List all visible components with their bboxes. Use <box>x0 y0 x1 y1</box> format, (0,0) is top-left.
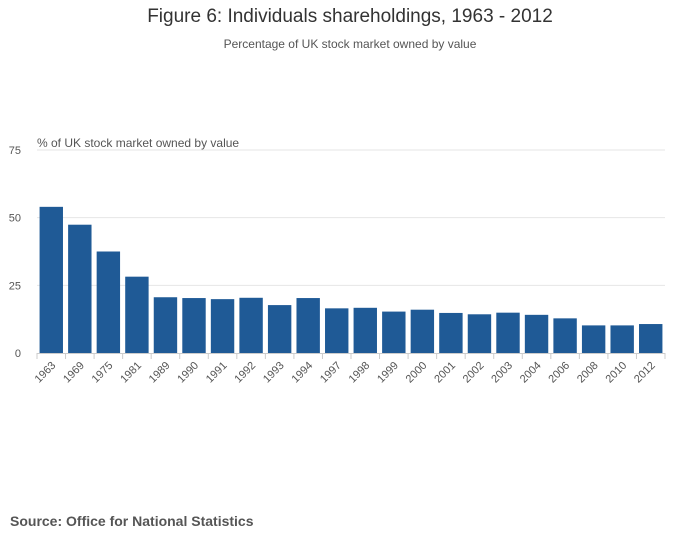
x-tick-label: 2008 <box>575 360 601 386</box>
x-tick-label: 2002 <box>461 360 487 386</box>
bar-1981[interactable] <box>125 276 149 353</box>
bar-1975[interactable] <box>96 251 121 354</box>
bar-1997[interactable] <box>325 308 349 353</box>
bar-2010[interactable] <box>610 325 634 353</box>
bar-2006[interactable] <box>553 318 577 353</box>
x-tick-label: 1975 <box>90 360 116 386</box>
x-tick-label: 2010 <box>604 360 630 386</box>
y-tick-label: 75 <box>9 145 21 157</box>
bar-2000[interactable] <box>410 309 435 353</box>
chart-title: Figure 6: Individuals shareholdings, 196… <box>147 6 553 27</box>
x-tick-label: 1992 <box>232 360 258 386</box>
x-tick-label: 1991 <box>204 360 230 386</box>
bar-1991[interactable] <box>210 299 235 353</box>
x-tick-label: 2000 <box>404 360 430 386</box>
y-tick-label: 50 <box>9 213 21 225</box>
x-tick-label: 1993 <box>261 360 287 386</box>
x-tick-label: 1990 <box>175 360 201 386</box>
bars <box>37 206 665 354</box>
y-tick-label: 25 <box>9 280 21 292</box>
bar-2012[interactable] <box>639 324 663 353</box>
y-tick-label: 0 <box>15 348 21 360</box>
bar-1999[interactable] <box>382 311 406 353</box>
chart-subtitle: Percentage of UK stock market owned by v… <box>223 37 477 51</box>
x-tick-label: 1989 <box>147 360 173 386</box>
x-tick-label: 1981 <box>118 360 144 386</box>
x-tick-label: 1998 <box>347 360 373 386</box>
bar-2002[interactable] <box>467 314 492 353</box>
bar-1994[interactable] <box>296 298 320 353</box>
y-axis-label: % of UK stock market owned by value <box>37 136 239 150</box>
bar-1969[interactable] <box>68 224 92 353</box>
source-note: Source: Office for National Statistics <box>10 513 254 529</box>
bar-2003[interactable] <box>496 312 520 353</box>
bar-2008[interactable] <box>581 325 606 353</box>
bar-2001[interactable] <box>439 312 463 353</box>
x-tick-label: 2004 <box>518 360 544 386</box>
y-axis-ticks: 0 25 50 75 <box>9 145 21 360</box>
x-axis-ticks: 1963 1969 1975 1981 1989 1990 1991 1992 1993 1994… <box>33 353 666 386</box>
bar-1993[interactable] <box>267 305 292 353</box>
x-tick-label: 2001 <box>432 360 458 386</box>
x-tick-label: 1994 <box>290 360 316 386</box>
x-tick-label: 1969 <box>61 360 87 386</box>
x-tick-label: 2012 <box>632 360 658 386</box>
bar-1998[interactable] <box>353 307 377 353</box>
bar-1989[interactable] <box>153 297 178 353</box>
gridlines <box>37 149 665 286</box>
bar-1990[interactable] <box>182 298 206 353</box>
x-tick-label: 1999 <box>375 360 401 386</box>
x-tick-label: 2006 <box>546 360 572 386</box>
bar-2004[interactable] <box>524 314 549 353</box>
x-tick-label: 2003 <box>489 360 515 386</box>
bar-1963[interactable] <box>39 206 63 353</box>
x-tick-label: 1963 <box>33 360 59 386</box>
x-tick-label: 1997 <box>318 360 344 386</box>
bar-1992[interactable] <box>239 297 263 353</box>
